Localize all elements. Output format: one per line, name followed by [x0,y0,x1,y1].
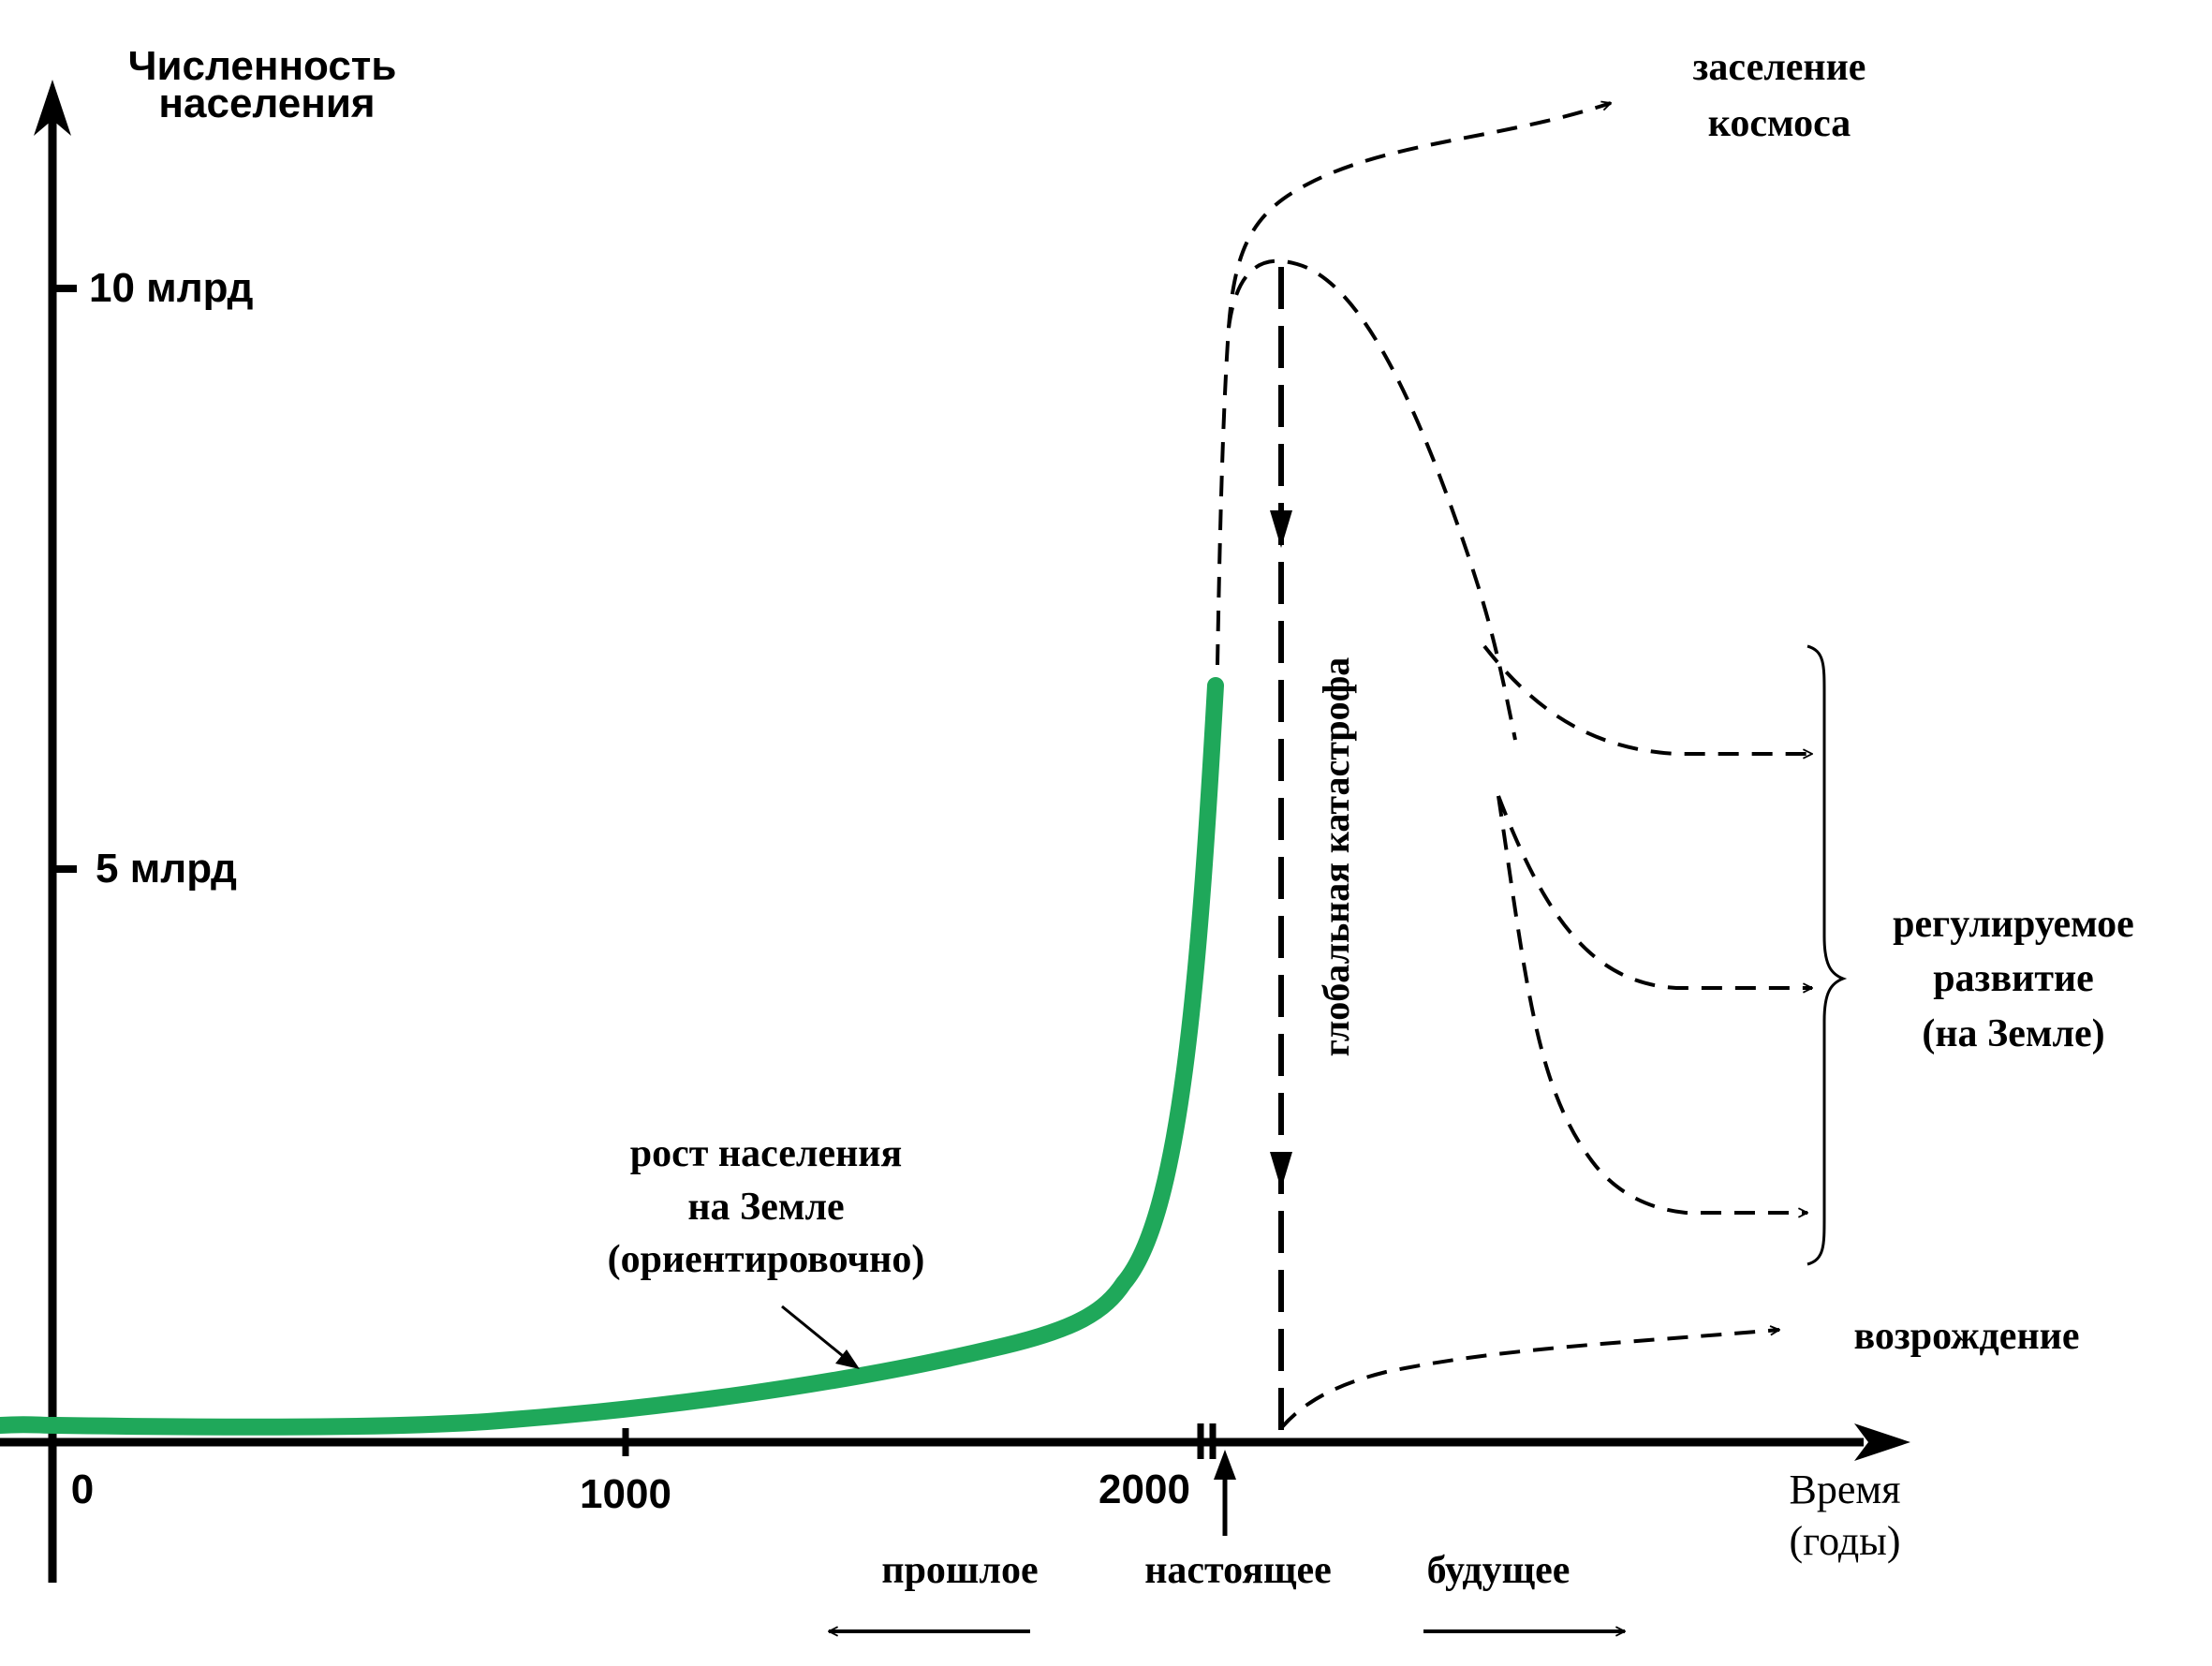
regulated-label-line3: (на Земле) [1922,1012,2104,1055]
regulated-branch-middle [1497,795,1812,988]
x-axis-title-line2: (годы) [1790,1518,1901,1564]
growth-continuation-dashed [1216,327,1231,666]
present-marker-arrowhead [1214,1450,1236,1480]
regulated-label-line1: регулируемое [1893,903,2134,946]
time-label-present: настоящее [1144,1549,1332,1592]
y-tick-label-10: 10 млрд [89,265,253,311]
x-axis-arrowhead [1854,1423,1910,1461]
y-tick-label-5: 5 млрд [96,846,237,892]
regulated-brace [1806,644,1848,1266]
regulated-branch-bottom [1497,795,1807,1213]
x-tick-label-1000: 1000 [580,1471,671,1517]
growth-label-line1: рост населения [630,1132,902,1175]
revival-path [1279,1330,1779,1430]
x-tick-label-0: 0 [71,1467,94,1512]
space-colonization-path [1227,103,1611,329]
space-label-line2: космоса [1708,102,1851,145]
growth-label-line2: на Земле [687,1186,844,1229]
time-label-past: прошлое [881,1549,1038,1592]
space-label-line1: заселение [1693,46,1866,89]
y-axis-arrowhead [34,80,71,136]
revival-label: возрождение [1854,1315,2080,1358]
growth-pointer-line [781,1305,848,1362]
x-axis-title-line1: Время [1790,1467,1901,1512]
population-growth-curve [0,677,1224,1436]
growth-label-line3: (ориентировочно) [608,1238,925,1281]
catastrophe-label: глобальная катастрофа [1315,657,1357,1057]
catastrophe-arrowhead-lower [1270,1152,1292,1189]
regulated-branch-top [1482,644,1812,754]
time-label-future: будущее [1427,1549,1571,1592]
y-axis-title-line2: населения [158,81,375,126]
y-axis-title-line1: Численность [128,43,397,89]
peak-decline-path [1227,258,1517,741]
x-tick-label-2000: 2000 [1099,1467,1190,1512]
regulated-label-line2: развитие [1933,957,2094,1000]
catastrophe-arrowhead-upper [1270,510,1292,548]
growth-pointer-arrowhead [835,1349,860,1369]
